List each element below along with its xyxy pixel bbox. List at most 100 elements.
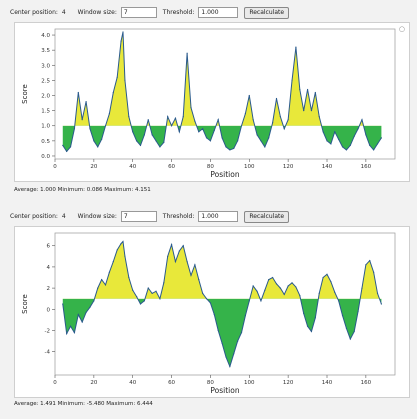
data-point — [122, 31, 124, 33]
data-point — [147, 119, 149, 121]
data-point — [89, 306, 91, 308]
data-point — [73, 128, 76, 130]
recalculate-button[interactable]: Recalculate — [244, 6, 290, 19]
data-point — [345, 327, 348, 329]
x-tick-label: 20 — [90, 380, 97, 386]
data-point — [69, 325, 72, 327]
y-tick-label: 0 — [47, 307, 51, 313]
data-point — [299, 294, 301, 297]
data-point — [361, 287, 363, 289]
window-size-label: Window size: — [77, 213, 117, 220]
data-point — [120, 242, 122, 245]
data-point — [77, 313, 79, 316]
data-point — [252, 119, 254, 121]
data-point — [186, 261, 188, 263]
data-point — [268, 279, 270, 281]
window-size-input[interactable]: 7 — [120, 7, 157, 18]
data-point — [143, 300, 145, 302]
y-tick-label: -4 — [45, 350, 51, 356]
data-point — [205, 298, 208, 300]
center-position-value: 4 — [61, 213, 66, 220]
data-point — [69, 146, 72, 148]
data-point — [190, 107, 192, 109]
window-size-input[interactable]: 7 — [120, 211, 157, 222]
data-point — [225, 356, 227, 358]
data-point — [357, 128, 359, 130]
data-point — [326, 273, 328, 275]
x-tick-label: 140 — [322, 164, 333, 170]
data-point — [167, 255, 169, 257]
y-tick-label: 3.0 — [41, 63, 50, 69]
data-point — [124, 79, 126, 81]
data-point — [233, 147, 235, 150]
data-point — [244, 315, 246, 317]
data-point — [310, 110, 313, 112]
data-point — [240, 125, 243, 127]
data-point — [112, 91, 114, 94]
data-point — [240, 332, 243, 334]
center-position-label: Center position: — [10, 213, 58, 220]
data-point — [353, 135, 355, 137]
data-point — [174, 261, 177, 263]
data-point — [376, 143, 379, 145]
data-point — [369, 144, 371, 146]
data-point — [124, 255, 126, 257]
data-point — [213, 313, 215, 316]
data-point — [120, 40, 122, 42]
data-point — [260, 300, 262, 302]
data-point — [170, 244, 173, 246]
data-point — [155, 290, 157, 292]
data-point — [376, 292, 379, 295]
data-point — [81, 119, 83, 121]
y-tick-label: 6 — [47, 244, 51, 250]
area-above-threshold — [94, 241, 380, 299]
data-point — [101, 279, 103, 281]
data-point — [159, 146, 161, 148]
data-point — [330, 143, 332, 145]
data-point — [256, 134, 258, 136]
data-point — [202, 128, 204, 130]
data-point — [295, 46, 297, 48]
x-tick-label: 40 — [129, 380, 136, 386]
data-point — [143, 134, 145, 136]
data-point — [318, 116, 320, 118]
x-tick-label: 0 — [53, 164, 57, 170]
recalculate-button[interactable]: Recalculate — [244, 210, 290, 223]
data-point — [260, 140, 262, 142]
data-point — [248, 94, 250, 97]
y-tick-label: -2 — [45, 328, 50, 334]
data-point — [291, 79, 293, 81]
threshold-input[interactable]: 1.000 — [198, 7, 239, 18]
data-point — [365, 264, 367, 266]
data-point — [283, 293, 285, 296]
x-tick-label: 60 — [168, 380, 175, 386]
data-point — [151, 134, 153, 136]
chart-panel-bottom: -4 -2 0 2 4 6 0 20 40 60 80 100 120 140 160 Position Sco… — [14, 226, 410, 398]
window-size-label: Window size: — [77, 9, 117, 16]
data-point — [244, 113, 246, 115]
data-point — [299, 88, 301, 91]
data-point — [128, 116, 130, 118]
x-tick-label: 0 — [53, 380, 57, 386]
data-point — [101, 138, 103, 140]
data-point — [275, 97, 278, 100]
x-tick-label: 60 — [168, 164, 175, 170]
settings-icon[interactable]: ○ — [398, 25, 405, 33]
data-point — [112, 261, 114, 263]
data-point — [194, 264, 196, 266]
data-point — [66, 150, 68, 153]
x-tick-label: 80 — [207, 164, 214, 170]
data-point — [380, 137, 382, 139]
data-point — [225, 146, 227, 148]
data-point — [303, 110, 305, 112]
data-point — [279, 116, 281, 118]
data-point — [93, 300, 95, 302]
data-point — [272, 122, 274, 124]
threshold-input[interactable]: 1.000 — [198, 211, 239, 222]
data-point — [341, 315, 344, 317]
score-line — [62, 240, 382, 369]
y-tick-label: 2.0 — [41, 94, 50, 100]
data-point — [194, 120, 196, 122]
data-point — [229, 365, 231, 368]
